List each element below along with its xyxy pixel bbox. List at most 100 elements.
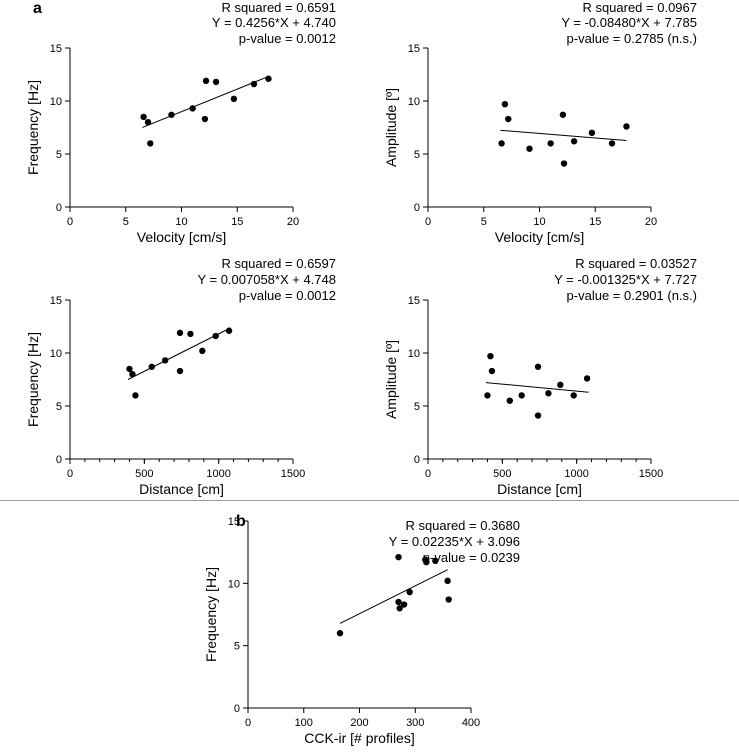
data-point — [148, 363, 155, 370]
x-axis-title: Velocity [cm/s] — [495, 229, 584, 245]
y-tick-label: 5 — [56, 401, 62, 413]
y-tick-label: 15 — [50, 43, 62, 55]
stats-annotation: Y = 0.007058*X + 4.748 — [197, 272, 336, 287]
y-axis-title: Frequency [Hz] — [25, 80, 41, 175]
x-axis-title: Distance [cm] — [497, 481, 582, 497]
data-point — [396, 605, 403, 612]
y-tick-label: 5 — [56, 149, 62, 161]
y-tick-label: 5 — [414, 149, 420, 161]
data-point — [432, 557, 439, 565]
data-point — [395, 553, 402, 561]
data-point — [557, 381, 564, 388]
x-axis-title: CCK-ir [# profiles] — [304, 730, 414, 746]
stats-annotation: R squared = 0.6591 — [221, 0, 336, 15]
data-point — [423, 558, 430, 566]
x-tick-label: 5 — [123, 216, 129, 228]
x-tick-label: 15 — [589, 216, 601, 228]
y-tick-label: 0 — [414, 202, 420, 214]
data-point — [559, 111, 567, 118]
panel-divider — [0, 500, 739, 501]
y-tick-label: 0 — [414, 454, 420, 466]
data-point — [168, 111, 175, 118]
stats-annotation: p-value = 0.0239 — [423, 550, 520, 565]
data-point — [534, 363, 542, 370]
data-point — [588, 129, 596, 136]
y-tick-label: 0 — [56, 454, 62, 466]
stats-annotation: Y = -0.08480*X + 7.785 — [561, 15, 697, 30]
data-point — [126, 365, 133, 373]
data-point — [132, 392, 139, 399]
data-point — [518, 392, 525, 399]
data-point — [608, 140, 616, 147]
data-point — [140, 113, 147, 121]
x-tick-label: 10 — [533, 216, 545, 228]
stats-annotation: R squared = 0.6597 — [221, 256, 336, 271]
x-tick-label: 1500 — [281, 468, 305, 480]
stats-annotation: R squared = 0.0967 — [582, 0, 697, 15]
x-tick-label: 1000 — [564, 468, 588, 480]
x-tick-label: 0 — [245, 717, 251, 729]
data-point — [484, 392, 491, 399]
data-point — [623, 123, 630, 130]
data-point — [526, 145, 533, 152]
stats-annotation: R squared = 0.3680 — [405, 518, 520, 533]
y-tick-label: 15 — [408, 43, 420, 55]
x-axis-title: Velocity [cm/s] — [137, 229, 226, 245]
x-tick-label: 10 — [175, 216, 187, 228]
stats-annotation: p-value = 0.0012 — [239, 31, 336, 46]
y-tick-label: 10 — [408, 96, 420, 108]
data-point — [445, 596, 452, 603]
data-point — [395, 598, 402, 606]
stats-annotation: Y = 0.4256*X + 4.740 — [212, 15, 336, 30]
data-point — [250, 80, 258, 88]
data-point — [161, 357, 169, 364]
regression-line — [500, 129, 627, 141]
stats-annotation: Y = 0.02235*X + 3.096 — [389, 534, 520, 549]
regression-line — [142, 75, 269, 128]
data-point — [570, 138, 578, 145]
data-point — [144, 119, 152, 126]
data-point — [505, 115, 512, 123]
stats-annotation: p-value = 0.0012 — [239, 288, 336, 303]
data-point — [176, 367, 184, 375]
x-tick-label: 1000 — [206, 468, 230, 480]
data-point — [336, 630, 344, 637]
data-point — [129, 371, 136, 378]
panel-label-b: b — [236, 513, 246, 530]
data-point — [176, 329, 184, 337]
x-tick-label: 0 — [425, 468, 431, 480]
y-tick-label: 5 — [234, 641, 240, 653]
x-tick-label: 500 — [135, 468, 153, 480]
data-point — [147, 140, 154, 147]
x-tick-label: 20 — [645, 216, 657, 228]
y-axis-title: Frequency [Hz] — [25, 332, 41, 427]
x-tick-label: 100 — [295, 717, 313, 729]
y-axis-title: Frequency [Hz] — [203, 567, 219, 662]
data-point — [498, 140, 505, 147]
x-axis-title: Distance [cm] — [139, 481, 224, 497]
y-tick-label: 5 — [414, 401, 420, 413]
panel-label-a: a — [33, 0, 42, 17]
y-axis-title: Amplitude [º] — [383, 88, 399, 167]
x-tick-label: 200 — [350, 717, 368, 729]
data-point — [406, 588, 413, 596]
x-tick-label: 0 — [67, 468, 73, 480]
data-point — [199, 347, 206, 355]
y-tick-label: 15 — [50, 295, 62, 307]
data-point — [545, 390, 552, 397]
y-tick-label: 10 — [50, 96, 62, 108]
y-tick-label: 10 — [50, 348, 62, 360]
x-tick-label: 15 — [231, 216, 243, 228]
x-tick-label: 400 — [462, 717, 480, 729]
data-point — [212, 78, 220, 86]
regression-line — [485, 382, 589, 393]
x-tick-label: 500 — [493, 468, 511, 480]
data-point — [225, 327, 233, 334]
data-point — [400, 601, 408, 608]
data-point — [265, 75, 272, 82]
y-tick-label: 0 — [234, 703, 240, 715]
stats-annotation: p-value = 0.2785 (n.s.) — [567, 31, 697, 46]
x-tick-label: 0 — [67, 216, 73, 228]
